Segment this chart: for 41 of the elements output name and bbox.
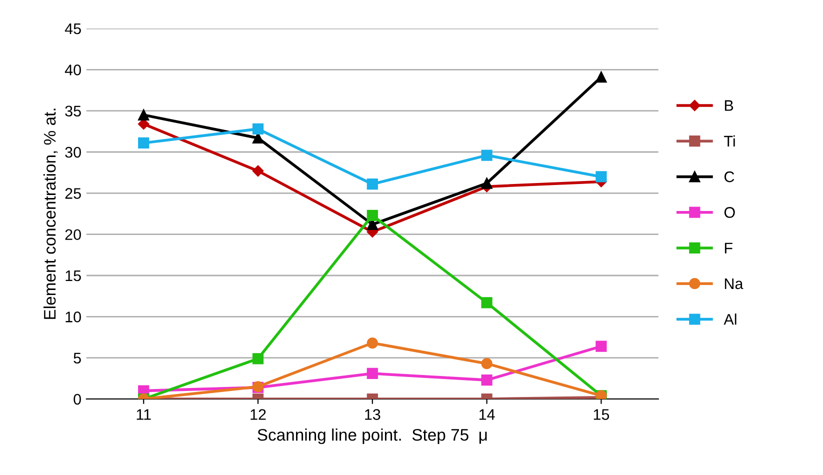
point <box>138 137 150 148</box>
point <box>252 123 264 135</box>
legend-label: C <box>724 171 734 182</box>
point <box>366 337 378 349</box>
point <box>596 171 607 182</box>
y-tick-label: 0 <box>74 394 81 405</box>
point <box>481 150 492 161</box>
x-tick-label: 11 <box>136 409 151 420</box>
y-tick-label: 35 <box>65 106 81 117</box>
y-axis-title: Element concentration, % at. <box>43 108 58 319</box>
point <box>252 165 264 177</box>
y-tick-label: 20 <box>65 229 81 240</box>
y-tick-label: 45 <box>64 24 81 34</box>
point <box>366 178 378 190</box>
legend-label: Ti <box>724 135 735 146</box>
point <box>596 72 607 83</box>
x-tick-label: 14 <box>479 409 495 420</box>
y-tick-label: 25 <box>65 188 81 199</box>
point <box>138 109 150 121</box>
x-tick-label: 13 <box>365 409 380 420</box>
x-tick-label: 15 <box>594 409 610 420</box>
legend-label: B <box>724 100 734 111</box>
legend-label: Na <box>724 278 744 290</box>
y-tick-label: 10 <box>66 312 81 322</box>
y-tick-label: 40 <box>64 64 81 76</box>
point <box>366 210 378 221</box>
point <box>481 374 492 386</box>
point <box>366 368 378 380</box>
point <box>481 297 492 308</box>
point <box>481 178 492 189</box>
point <box>596 340 607 352</box>
legend-label: F <box>724 242 732 254</box>
y-tick-label: 30 <box>65 146 81 158</box>
y-tick-label: 5 <box>74 352 81 364</box>
x-axis-title: Scanning line point. Step 75 μ <box>258 428 487 444</box>
point <box>252 353 264 364</box>
legend-label: Al <box>724 314 736 325</box>
x-tick-label: 12 <box>250 409 266 420</box>
y-tick-label: 15 <box>66 270 81 282</box>
legend-label: O <box>724 207 735 218</box>
point <box>481 358 492 370</box>
